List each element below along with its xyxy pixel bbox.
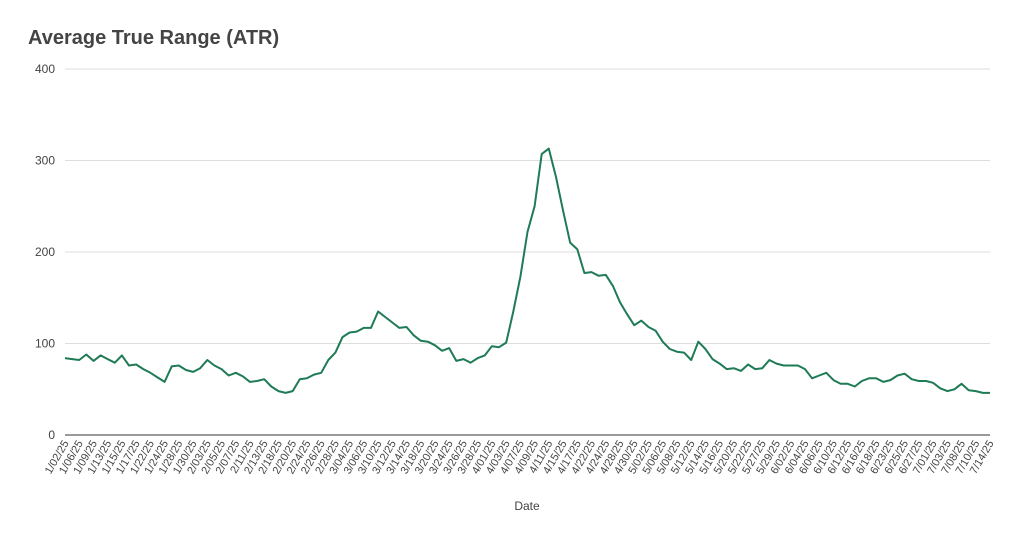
x-axis-label: Date [514,499,540,513]
chart-title: Average True Range (ATR) [28,27,279,49]
y-tick-label: 0 [48,428,55,442]
y-tick-label: 300 [35,154,55,168]
y-tick-label: 400 [35,62,55,76]
y-tick-label: 100 [35,337,55,351]
y-tick-label: 200 [35,245,55,259]
line [64,147,990,394]
